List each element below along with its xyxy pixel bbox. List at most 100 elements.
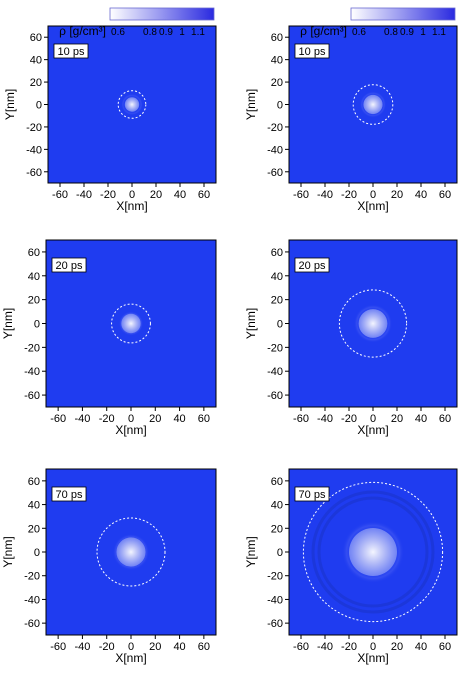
colorbar-title: ρ [g/cm³] [59, 24, 106, 38]
time-label: 10 ps [58, 46, 85, 58]
x-tick-label: -20 [341, 189, 357, 201]
y-tick-label: 20 [28, 295, 40, 307]
y-tick-label: 0 [34, 319, 40, 331]
x-tick-label: -20 [99, 641, 115, 653]
y-tick-label: -20 [267, 342, 283, 354]
y-tick-label: -40 [267, 144, 283, 156]
y-tick-label: 60 [28, 247, 40, 259]
y-tick-label: -60 [26, 167, 42, 179]
y-tick-label: 60 [30, 32, 42, 44]
y-tick-label: 20 [28, 523, 40, 535]
colorbar-tick-label: 1.1 [432, 27, 446, 38]
y-tick-label: -20 [267, 571, 283, 583]
x-tick-label: -60 [50, 413, 66, 425]
x-tick-label: -40 [317, 413, 333, 425]
x-tick-label: 0 [128, 413, 134, 425]
x-tick-label: -60 [293, 641, 309, 653]
colorbar-tick-label: 0.8 [384, 27, 398, 38]
colorbar-tick-label: 0.6 [352, 27, 366, 38]
panel-top-left: -60 -40 -20 0 20 40 60 -60 -40 -20 0 20 40 60 X[nm] Y[n… [3, 7, 217, 213]
colorbar-tick-label: 0.9 [400, 27, 414, 38]
y-axis-label: Y[nm] [3, 89, 17, 120]
y-tick-label: -40 [26, 144, 42, 156]
x-tick-label: 60 [198, 189, 210, 201]
y-tick-label: -60 [24, 390, 40, 402]
time-label-box [51, 257, 87, 273]
colorbar-tick-label: 0.9 [159, 27, 173, 38]
panel-bottom-left: -60 -40 -20 0 20 40 60 -60 -40 -20 0 20 40 60 X[nm] Y[n… [1, 468, 217, 665]
y-axis-label: Y[nm] [244, 308, 258, 339]
x-tick-label: 40 [174, 189, 186, 201]
time-label: 10 ps [299, 46, 326, 58]
x-tick-label: -20 [341, 641, 357, 653]
y-tick-label: -40 [24, 594, 40, 606]
x-tick-label: 60 [439, 641, 451, 653]
x-tick-label: -60 [50, 641, 66, 653]
y-axis-label: Y[nm] [1, 308, 15, 339]
y-tick-label: 40 [271, 500, 283, 512]
y-tick-label: 0 [277, 319, 283, 331]
density-core [116, 537, 146, 567]
shock-front-ring [117, 90, 147, 119]
y-tick-label: 40 [271, 55, 283, 67]
x-axis-label: X[nm] [357, 199, 388, 213]
x-tick-label: 0 [370, 189, 376, 201]
y-axis-label: Y[nm] [244, 89, 258, 120]
x-tick-label: 0 [129, 189, 135, 201]
colorbar-title: ρ [g/cm³] [300, 24, 347, 38]
shock-front-ring [352, 84, 394, 125]
shock-front-ring [302, 481, 444, 623]
density-wave-ring [311, 490, 435, 614]
time-label: 70 ps [56, 489, 83, 501]
y-tick-label: 60 [271, 32, 283, 44]
shock-front-ring [96, 517, 166, 587]
x-tick-label: -60 [52, 189, 68, 201]
x-tick-label: 20 [149, 413, 161, 425]
x-tick-label: 40 [173, 641, 185, 653]
y-tick-label: -20 [26, 122, 42, 134]
y-tick-label: 60 [28, 476, 40, 488]
colorbar-tick-label: 1 [179, 27, 185, 38]
panel-middle-right: -60 -40 -20 0 20 40 60 -60 -40 -20 0 20 40 60 X[nm] Y[n… [244, 239, 458, 437]
x-tick-label: -40 [76, 189, 92, 201]
time-label-box [53, 43, 89, 59]
y-tick-label: -40 [267, 366, 283, 378]
x-tick-label: 0 [128, 641, 134, 653]
time-label-box [294, 486, 330, 502]
x-axis-label: X[nm] [116, 199, 147, 213]
y-tick-label: -60 [267, 390, 283, 402]
y-tick-label: -20 [24, 571, 40, 583]
y-tick-label: -40 [24, 366, 40, 378]
x-tick-label: -40 [74, 641, 90, 653]
x-axis-label: X[nm] [115, 651, 146, 665]
x-tick-label: 40 [415, 641, 427, 653]
density-core [358, 309, 388, 338]
y-tick-label: -40 [267, 594, 283, 606]
y-tick-label: 0 [36, 100, 42, 112]
x-tick-label: 20 [391, 189, 403, 201]
x-tick-label: -20 [99, 413, 115, 425]
y-tick-label: -60 [24, 618, 40, 630]
x-axis-label: X[nm] [357, 651, 388, 665]
x-axis-label: X[nm] [357, 423, 388, 437]
colorbar-tick-label: 1 [420, 27, 426, 38]
shock-front-ring [338, 289, 408, 358]
time-label-box [51, 486, 87, 502]
y-tick-label: 0 [277, 547, 283, 559]
x-axis-label: X[nm] [115, 423, 146, 437]
x-tick-label: 20 [391, 413, 403, 425]
colorbar-tick-label: 1.1 [191, 27, 205, 38]
y-tick-label: -20 [24, 342, 40, 354]
y-tick-label: -60 [267, 167, 283, 179]
y-tick-label: 20 [30, 77, 42, 89]
x-tick-label: 20 [391, 641, 403, 653]
y-axis-label: Y[nm] [244, 536, 258, 567]
x-tick-label: 60 [198, 641, 210, 653]
y-tick-label: 20 [271, 295, 283, 307]
x-tick-label: -40 [317, 641, 333, 653]
y-tick-label: 20 [271, 523, 283, 535]
x-tick-label: 0 [370, 641, 376, 653]
x-tick-label: 40 [415, 413, 427, 425]
time-label-box [294, 43, 330, 59]
y-tick-label: 40 [271, 271, 283, 283]
